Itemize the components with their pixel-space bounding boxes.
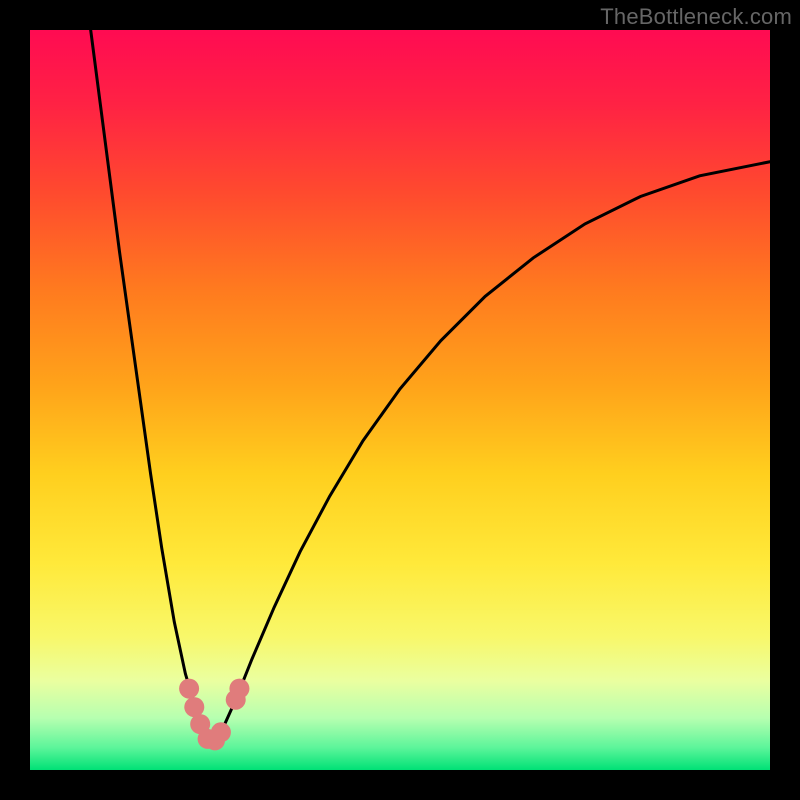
data-marker	[179, 679, 199, 699]
data-marker	[229, 679, 249, 699]
data-marker	[211, 722, 231, 742]
chart-stage: TheBottleneck.com	[0, 0, 800, 800]
data-marker	[184, 697, 204, 717]
chart-svg	[0, 0, 800, 800]
watermark-text: TheBottleneck.com	[600, 4, 792, 30]
